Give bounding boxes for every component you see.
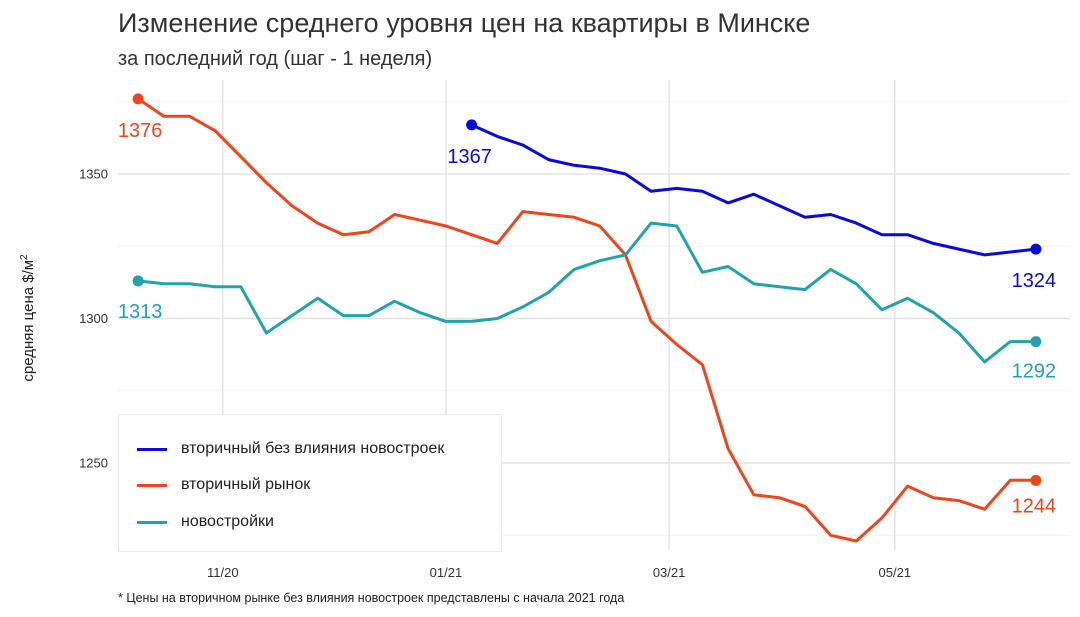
legend-item-new-buildings: новостройки [137,512,274,532]
start-value-label: 1376 [118,120,163,142]
series-end-point [1030,336,1042,348]
chart-subtitle: за последний год (шаг - 1 неделя) [118,48,433,70]
y-tick-label: 1250 [79,456,108,471]
start-value-label: 1367 [447,146,492,168]
series-start-point [132,93,144,105]
series-line [470,123,1038,257]
legend-label: вторичный без влияния новостроек [181,440,445,457]
series-end-point [1030,474,1042,486]
legend-swatch-red [137,483,167,487]
legend-item-secondary: вторичный рынок [137,475,310,495]
y-tick-label: 1350 [79,167,108,182]
x-tick-label: 01/21 [430,565,463,580]
chart-footnote: * Цены на вторичном рынке без влияния но… [118,591,625,605]
legend-swatch-blue [137,447,167,451]
axis-layer: 1250 1300 1350 11/20 01/21 03/21 05/21 [79,167,911,581]
legend-swatch-teal [137,520,167,524]
legend-item-secondary-no-new: вторичный без влияния новостроек [137,439,444,459]
data-label-layer: 1367 1324 1376 1244 1313 1292 [118,120,1056,517]
end-value-label: 1292 [1012,361,1057,383]
legend-label: вторичный рынок [181,476,311,493]
chart-legend: вторичный без влияния новостроек вторичн… [118,414,502,552]
x-tick-label: 11/20 [207,565,239,580]
series-start-point [132,275,144,287]
y-axis-label: средняя цена $/м2 [19,254,37,382]
end-value-label: 1324 [1012,270,1057,292]
y-tick-label: 1300 [79,311,108,326]
chart-title: Изменение среднего уровня цен на квартир… [118,8,811,38]
series-start-point [466,119,478,131]
series-layer [132,93,1042,543]
series-line [136,97,1038,543]
start-value-label: 1313 [118,301,163,323]
legend-label: новостройки [181,513,274,530]
end-value-label: 1244 [1012,495,1057,517]
series-line [136,221,1038,364]
series-end-point [1030,243,1042,255]
x-tick-label: 03/21 [653,565,686,580]
x-tick-label: 05/21 [879,565,912,580]
